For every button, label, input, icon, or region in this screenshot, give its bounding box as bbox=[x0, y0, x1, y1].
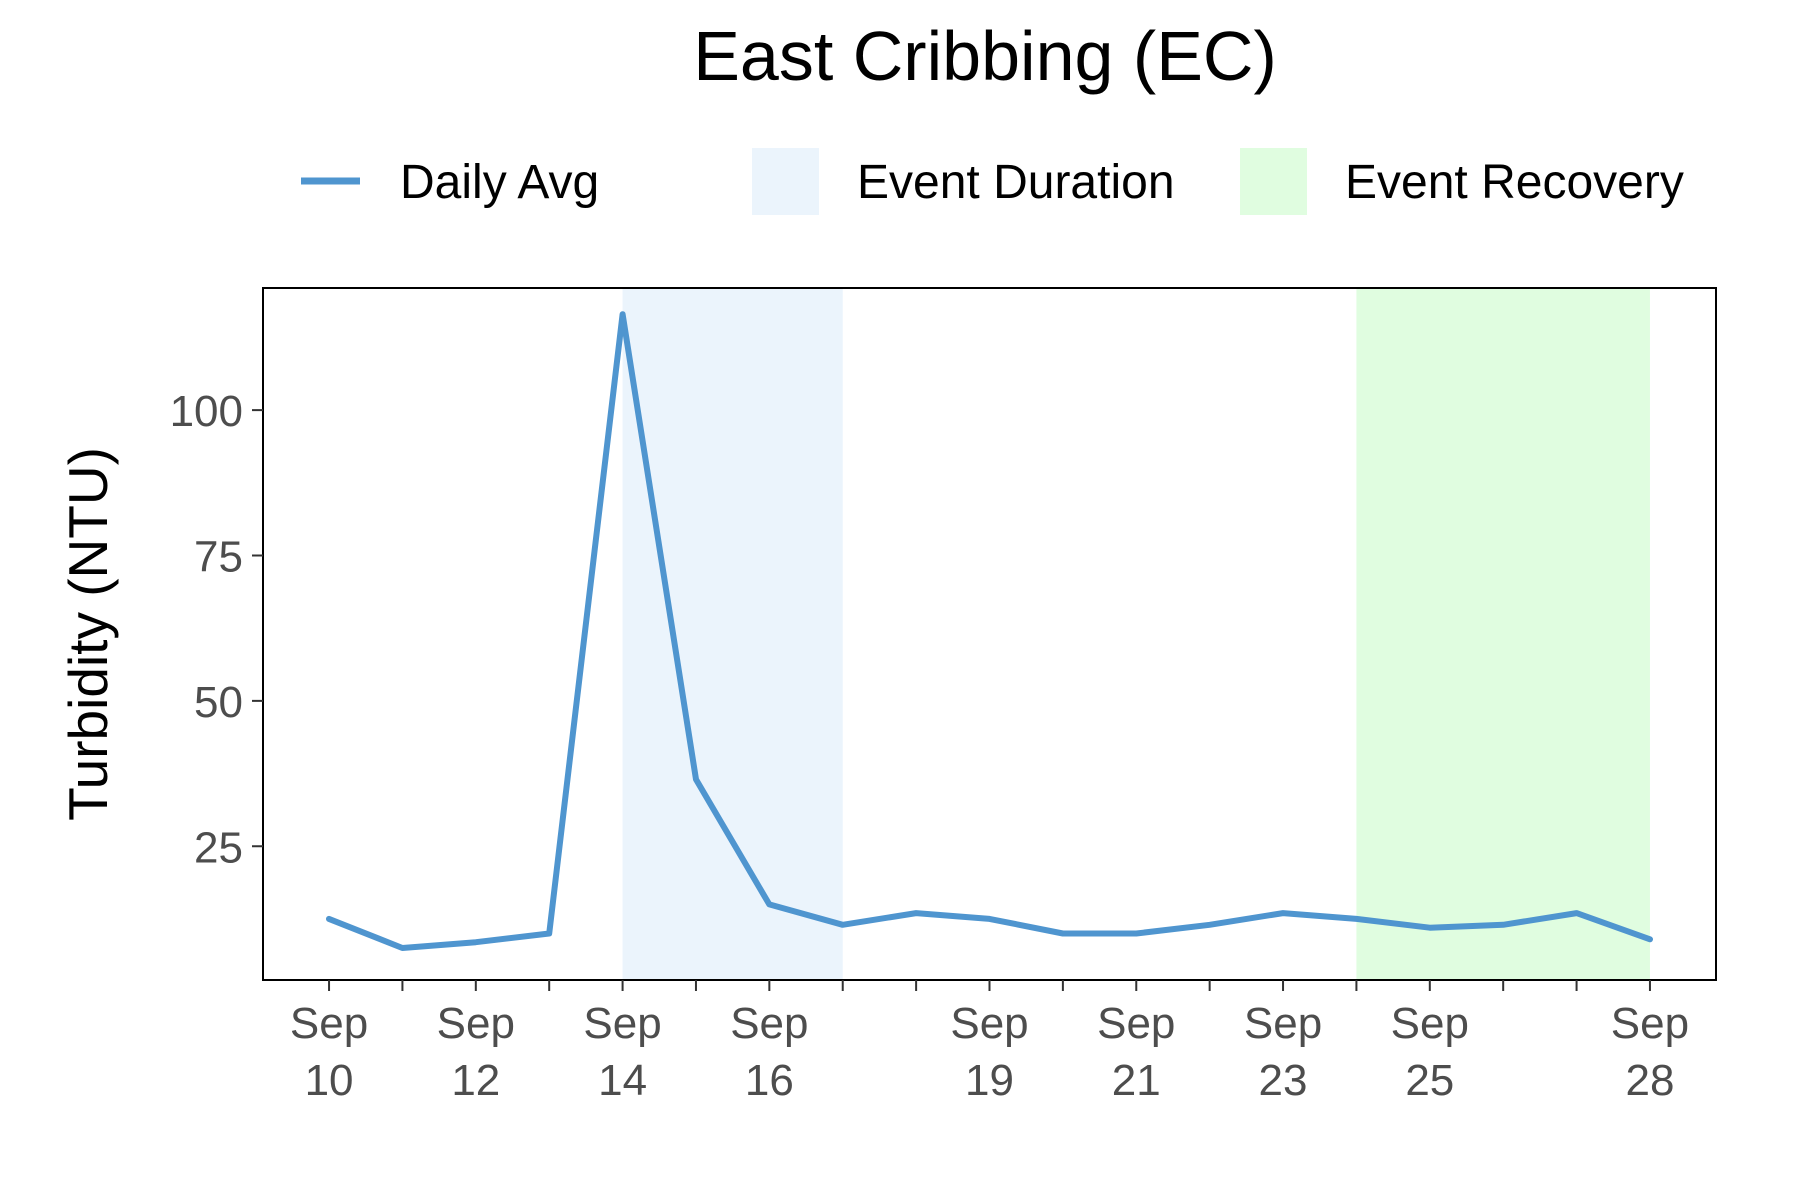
y-axis: 25 50 75 100 bbox=[170, 387, 263, 872]
legend: Daily Avg Event Duration Event Recovery bbox=[301, 148, 1684, 215]
x-tick-label: Sep 19 bbox=[950, 999, 1028, 1105]
data-point bbox=[620, 311, 626, 317]
y-tick-label: 25 bbox=[194, 823, 243, 872]
data-point bbox=[840, 922, 846, 928]
data-point bbox=[1427, 925, 1433, 931]
data-point bbox=[326, 916, 332, 922]
data-point bbox=[1647, 936, 1653, 942]
data-point bbox=[766, 901, 772, 907]
data-point bbox=[1060, 930, 1066, 936]
x-tick-label: Sep 23 bbox=[1244, 999, 1322, 1105]
data-point bbox=[1207, 922, 1213, 928]
data-point bbox=[1133, 930, 1139, 936]
legend-key-event-recovery bbox=[1240, 148, 1307, 215]
x-tick-label: Sep 12 bbox=[437, 999, 515, 1105]
data-point bbox=[987, 916, 992, 922]
legend-key-event-duration bbox=[752, 148, 819, 215]
highlight-bands bbox=[622, 288, 1650, 980]
data-point bbox=[473, 939, 479, 945]
legend-label-event-duration: Event Duration bbox=[857, 156, 1175, 209]
y-tick-label: 75 bbox=[194, 532, 243, 581]
x-tick-label: Sep 21 bbox=[1097, 999, 1175, 1105]
data-point bbox=[1280, 910, 1286, 916]
x-tick-label: Sep 28 bbox=[1611, 999, 1689, 1105]
data-point bbox=[693, 776, 699, 782]
data-point bbox=[1500, 922, 1506, 928]
band-event-duration bbox=[622, 288, 843, 980]
x-tick-label: Sep 25 bbox=[1391, 999, 1469, 1105]
x-tick-label: Sep 10 bbox=[290, 999, 368, 1105]
x-tick-label: Sep 14 bbox=[583, 999, 661, 1105]
band-event-recovery bbox=[1356, 288, 1650, 980]
series-layer bbox=[326, 311, 1653, 951]
legend-label-daily-avg: Daily Avg bbox=[400, 156, 599, 209]
legend-label-event-recovery: Event Recovery bbox=[1345, 156, 1684, 209]
x-axis: Sep 10 Sep 12 Sep 14 Sep 16 Sep 19 Sep 21 Sep 23 Sep 25… bbox=[290, 980, 1689, 1105]
data-point bbox=[399, 945, 405, 951]
x-tick-label: Sep 16 bbox=[730, 999, 808, 1105]
data-point bbox=[1574, 910, 1580, 916]
y-axis-title: Turbidity (NTU) bbox=[57, 447, 119, 821]
y-tick-label: 50 bbox=[194, 678, 243, 727]
data-point bbox=[1353, 916, 1359, 922]
data-point bbox=[913, 910, 919, 916]
chart-title: East Cribbing (EC) bbox=[693, 17, 1277, 95]
data-point bbox=[546, 930, 552, 936]
y-tick-label: 100 bbox=[170, 387, 243, 436]
